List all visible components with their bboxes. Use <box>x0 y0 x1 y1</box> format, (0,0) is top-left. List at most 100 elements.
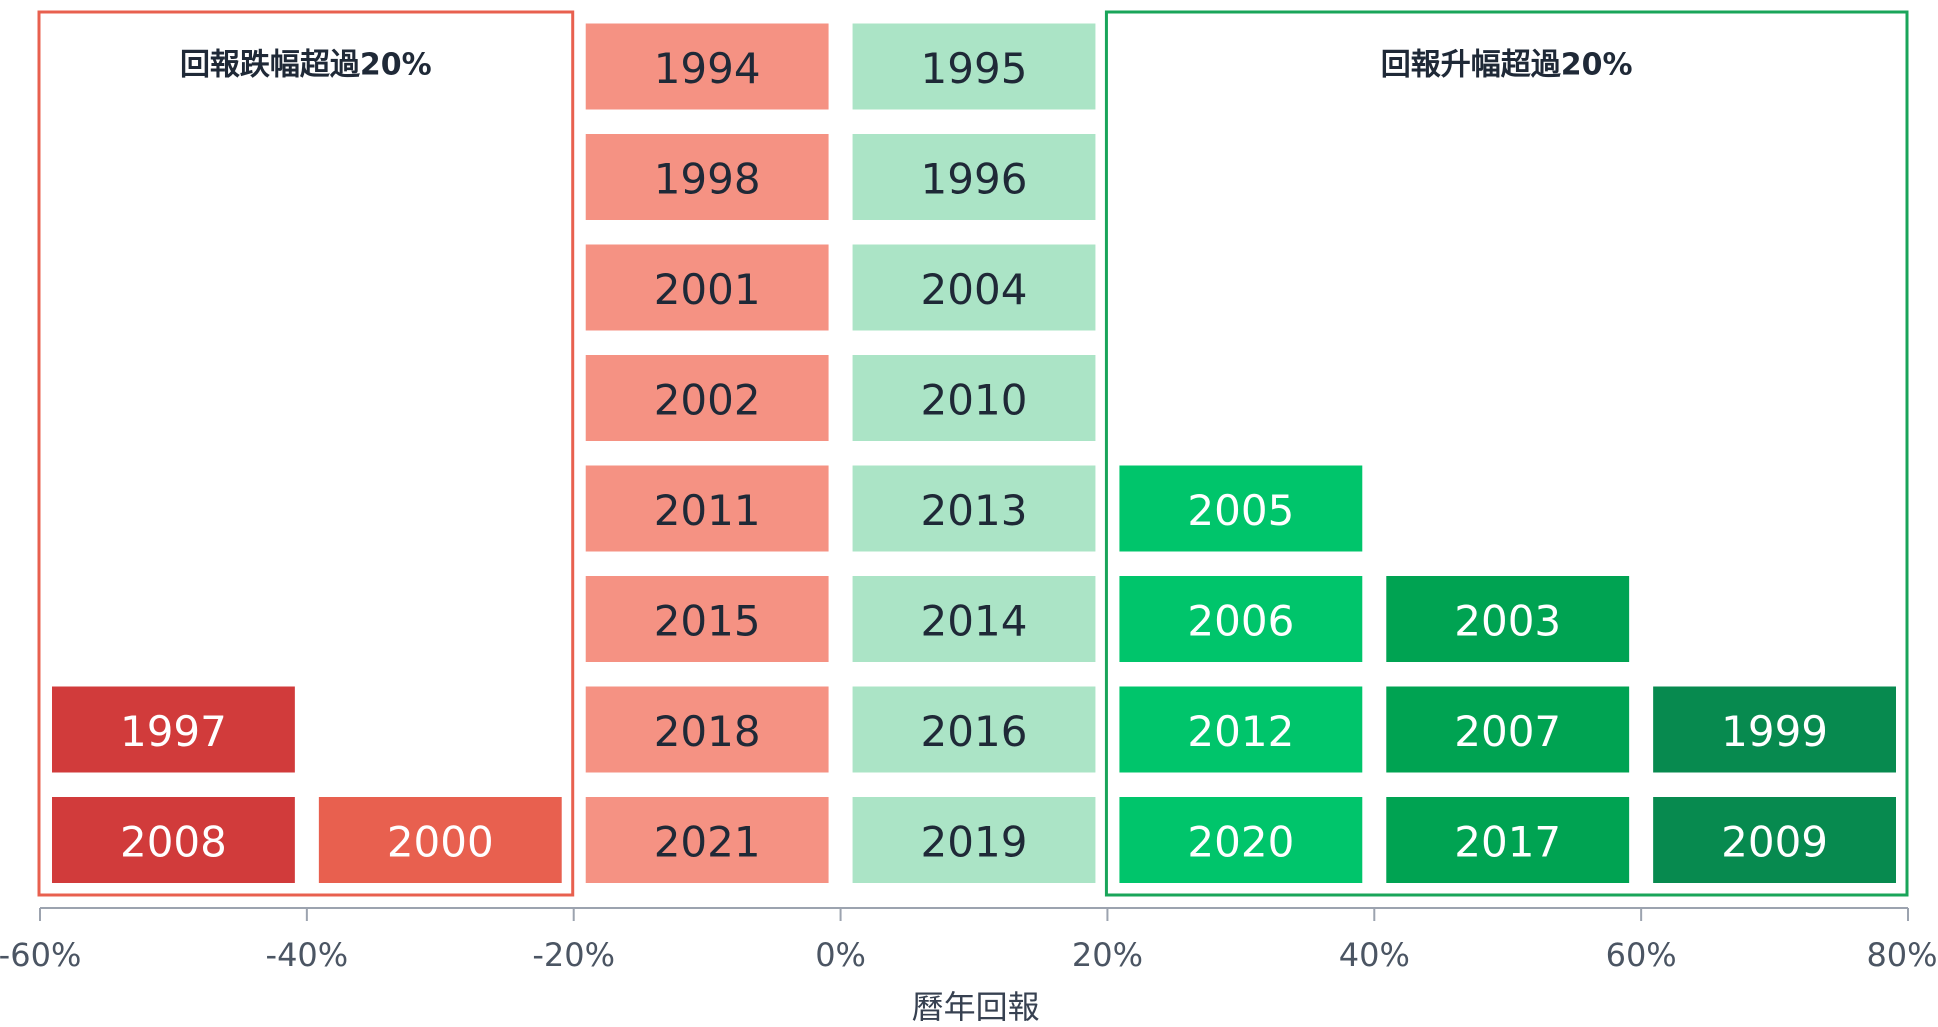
annotation-title-1: 回報升幅超過20% <box>1381 48 1633 83</box>
year-cell-bar <box>852 465 1096 552</box>
year-cell-bar <box>1386 576 1630 662</box>
year-cell-label: 2003 <box>1454 597 1561 646</box>
year-cell-2013: 2013 <box>852 465 1096 552</box>
year-cell-label: 2011 <box>654 486 761 535</box>
year-cell-label: 1997 <box>120 707 227 756</box>
year-cell-label: 2016 <box>921 707 1028 756</box>
year-cell-label: 2020 <box>1187 818 1294 867</box>
year-cell-label: 2004 <box>921 265 1028 314</box>
year-cell-2019: 2019 <box>852 797 1096 883</box>
year-cell-bar <box>52 686 295 773</box>
year-cell-label: 1999 <box>1721 707 1828 756</box>
x-tick-label: 0% <box>815 936 866 974</box>
year-cell-bar <box>585 686 829 773</box>
year-cell-bar <box>1653 686 1896 773</box>
year-cell-bar <box>585 797 829 883</box>
year-cell-label: 2018 <box>654 707 761 756</box>
year-cell-2000: 2000 <box>318 797 562 883</box>
year-cell-label: 2010 <box>921 376 1028 425</box>
year-cell-bar <box>1119 686 1363 773</box>
x-tick-label: -20% <box>532 936 615 974</box>
annotation-layer: 回報跌幅超過20% 回報升幅超過20% <box>37 10 1909 897</box>
x-tick-label: 40% <box>1339 936 1410 974</box>
year-cell-1994: 1994 <box>585 23 829 110</box>
year-cell-2005: 2005 <box>1119 465 1363 552</box>
year-cell-bar <box>1119 797 1363 883</box>
year-cell-label: 2008 <box>120 818 227 867</box>
year-cell-bar <box>585 576 829 662</box>
year-cell-2012: 2012 <box>1119 686 1363 773</box>
year-cell-2011: 2011 <box>585 465 829 552</box>
year-cell-label: 1995 <box>921 44 1028 93</box>
year-cell-2009: 2009 <box>1653 797 1896 883</box>
x-tick-label: 80% <box>1866 936 1937 974</box>
year-cell-label: 2019 <box>921 818 1028 867</box>
year-cell-label: 1994 <box>654 44 761 93</box>
year-cell-bar <box>1386 797 1630 883</box>
year-cell-label: 2006 <box>1187 597 1294 646</box>
year-cell-bar <box>585 244 829 331</box>
year-cell-label: 2007 <box>1454 707 1561 756</box>
year-cell-2004: 2004 <box>852 244 1096 331</box>
year-cell-2002: 2002 <box>585 355 829 441</box>
year-cell-label: 1996 <box>921 155 1028 204</box>
year-cell-label: 2013 <box>921 486 1028 535</box>
year-cell-1999: 1999 <box>1653 686 1896 773</box>
year-cell-bar <box>318 797 562 883</box>
year-cell-2016: 2016 <box>852 686 1096 773</box>
x-tick-label: 20% <box>1072 936 1143 974</box>
year-cell-label: 2005 <box>1187 486 1294 535</box>
year-cell-2010: 2010 <box>852 355 1096 441</box>
year-cell-bar <box>52 797 295 883</box>
year-cell-bar <box>1119 576 1363 662</box>
year-cell-2001: 2001 <box>585 244 829 331</box>
year-cell-bar <box>1119 465 1363 552</box>
year-cell-label: 2015 <box>654 597 761 646</box>
year-cell-2003: 2003 <box>1386 576 1630 662</box>
year-cell-2020: 2020 <box>1119 797 1363 883</box>
year-cell-2006: 2006 <box>1119 576 1363 662</box>
year-cell-label: 2002 <box>654 376 761 425</box>
x-axis-title: 曆年回報 <box>912 988 1040 1026</box>
year-cell-bar <box>585 355 829 441</box>
x-tick-label: -40% <box>266 936 349 974</box>
year-cell-bar <box>852 576 1096 662</box>
year-cell-label: 1998 <box>654 155 761 204</box>
x-axis: -60% -40% -20% 0% 20% 40% 60% 80% <box>0 907 1938 974</box>
year-cell-bar <box>1653 797 1896 883</box>
year-cell-bar <box>1386 686 1630 773</box>
year-cell-2018: 2018 <box>585 686 829 773</box>
annotation-box-0 <box>37 10 575 897</box>
year-cell-2015: 2015 <box>585 576 829 662</box>
year-cell-label: 2009 <box>1721 818 1828 867</box>
year-cell-1996: 1996 <box>852 134 1096 220</box>
year-cell-1995: 1995 <box>852 23 1096 110</box>
year-cell-bar <box>585 23 829 110</box>
year-cell-2014: 2014 <box>852 576 1096 662</box>
year-cell-bar <box>852 23 1096 110</box>
year-cell-bar <box>585 134 829 220</box>
year-cell-bar <box>852 134 1096 220</box>
year-cell-1997: 1997 <box>52 686 295 773</box>
year-cell-2007: 2007 <box>1386 686 1630 773</box>
annotation-box-1 <box>1104 10 1909 897</box>
year-cell-2021: 2021 <box>585 797 829 883</box>
year-cell-bar <box>852 355 1096 441</box>
year-cell-label: 2021 <box>654 818 761 867</box>
year-cell-label: 2017 <box>1454 818 1561 867</box>
year-cell-1998: 1998 <box>585 134 829 220</box>
year-cell-bar <box>585 465 829 552</box>
cell-layer: 2008 1997 2000 2021 2018 2015 2011 2002 2001 1998… <box>52 23 1896 883</box>
year-cell-label: 2000 <box>387 818 494 867</box>
year-cell-label: 2014 <box>921 597 1028 646</box>
year-cell-bar <box>852 686 1096 773</box>
year-cell-2017: 2017 <box>1386 797 1630 883</box>
x-tick-label: 60% <box>1606 936 1677 974</box>
year-cell-label: 2012 <box>1187 707 1294 756</box>
year-cell-label: 2001 <box>654 265 761 314</box>
year-cell-2008: 2008 <box>52 797 295 883</box>
year-cell-bar <box>852 797 1096 883</box>
year-cell-bar <box>852 244 1096 331</box>
x-tick-label: -60% <box>0 936 81 974</box>
